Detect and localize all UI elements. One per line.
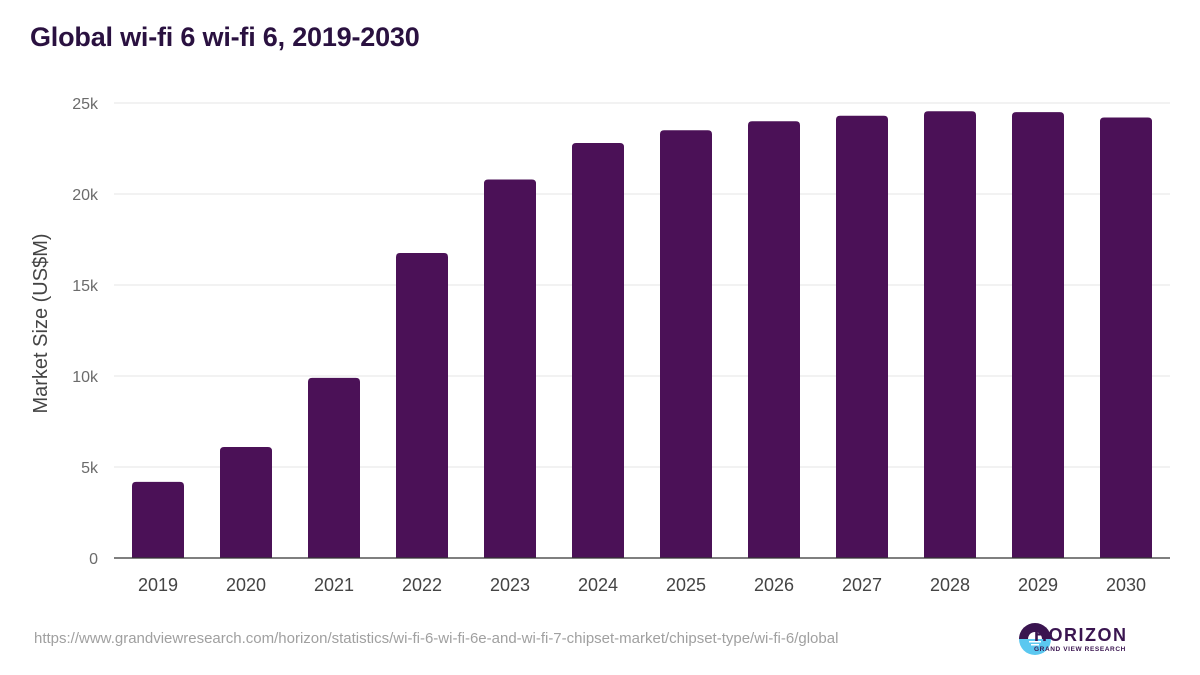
bar-2027[interactable] bbox=[836, 115, 888, 559]
x-tick-label: 2030 bbox=[1106, 575, 1146, 595]
bar-2020[interactable] bbox=[220, 446, 272, 558]
bar-2023[interactable] bbox=[484, 179, 536, 558]
bar-2028[interactable] bbox=[924, 111, 976, 558]
bar-2025[interactable] bbox=[660, 130, 712, 559]
chart-title: Global wi-fi 6 wi-fi 6, 2019-2030 bbox=[30, 22, 420, 52]
bar-2021[interactable] bbox=[308, 377, 360, 558]
x-tick-label: 2021 bbox=[314, 575, 354, 595]
x-tick-label: 2029 bbox=[1018, 575, 1058, 595]
y-tick-label: 5k bbox=[81, 460, 99, 477]
source-url[interactable]: https://www.grandviewresearch.com/horizo… bbox=[34, 630, 839, 647]
x-tick-label: 2027 bbox=[842, 575, 882, 595]
y-tick-label: 10k bbox=[72, 369, 99, 386]
x-tick-label: 2025 bbox=[666, 575, 706, 595]
bar-chart: 0 5k 10k 15k 20k 25k 2019 2020 2021 2022 2023 2024… bbox=[30, 96, 1170, 595]
y-tick-label: 25k bbox=[72, 96, 99, 113]
bar-2026[interactable] bbox=[748, 121, 800, 558]
bar-2024[interactable] bbox=[572, 143, 624, 559]
gridlines bbox=[114, 102, 1170, 468]
y-tick-label: 15k bbox=[72, 278, 99, 295]
x-tick-label: 2020 bbox=[226, 575, 266, 595]
bar-2030[interactable] bbox=[1100, 117, 1152, 558]
x-tick-label: 2028 bbox=[930, 575, 970, 595]
logo-subtitle: GRAND VIEW RESEARCH bbox=[1034, 646, 1126, 653]
y-axis-label: Market Size (US$M) bbox=[30, 233, 52, 413]
x-tick-label: 2022 bbox=[402, 575, 442, 595]
horizon-logo-icon bbox=[1019, 623, 1051, 655]
logo-text: HORIZON GRAND VIEW RESEARCH bbox=[1034, 626, 1128, 653]
y-tick-label: 0 bbox=[89, 551, 98, 568]
logo-name: HORIZON bbox=[1034, 625, 1128, 645]
x-tick-label: 2026 bbox=[754, 575, 794, 595]
bar-2019[interactable] bbox=[132, 481, 184, 558]
y-tick-label: 20k bbox=[72, 187, 99, 204]
bar-2029[interactable] bbox=[1012, 112, 1064, 558]
bars bbox=[132, 111, 1152, 559]
x-tick-label: 2023 bbox=[490, 575, 530, 595]
bar-2022[interactable] bbox=[396, 252, 448, 558]
y-axis-ticks: 0 5k 10k 15k 20k 25k bbox=[72, 96, 99, 568]
x-axis-ticks: 2019 2020 2021 2022 2023 2024 2025 2026 2027 2028… bbox=[138, 575, 1146, 595]
x-tick-label: 2024 bbox=[578, 575, 618, 595]
x-tick-label: 2019 bbox=[138, 575, 178, 595]
